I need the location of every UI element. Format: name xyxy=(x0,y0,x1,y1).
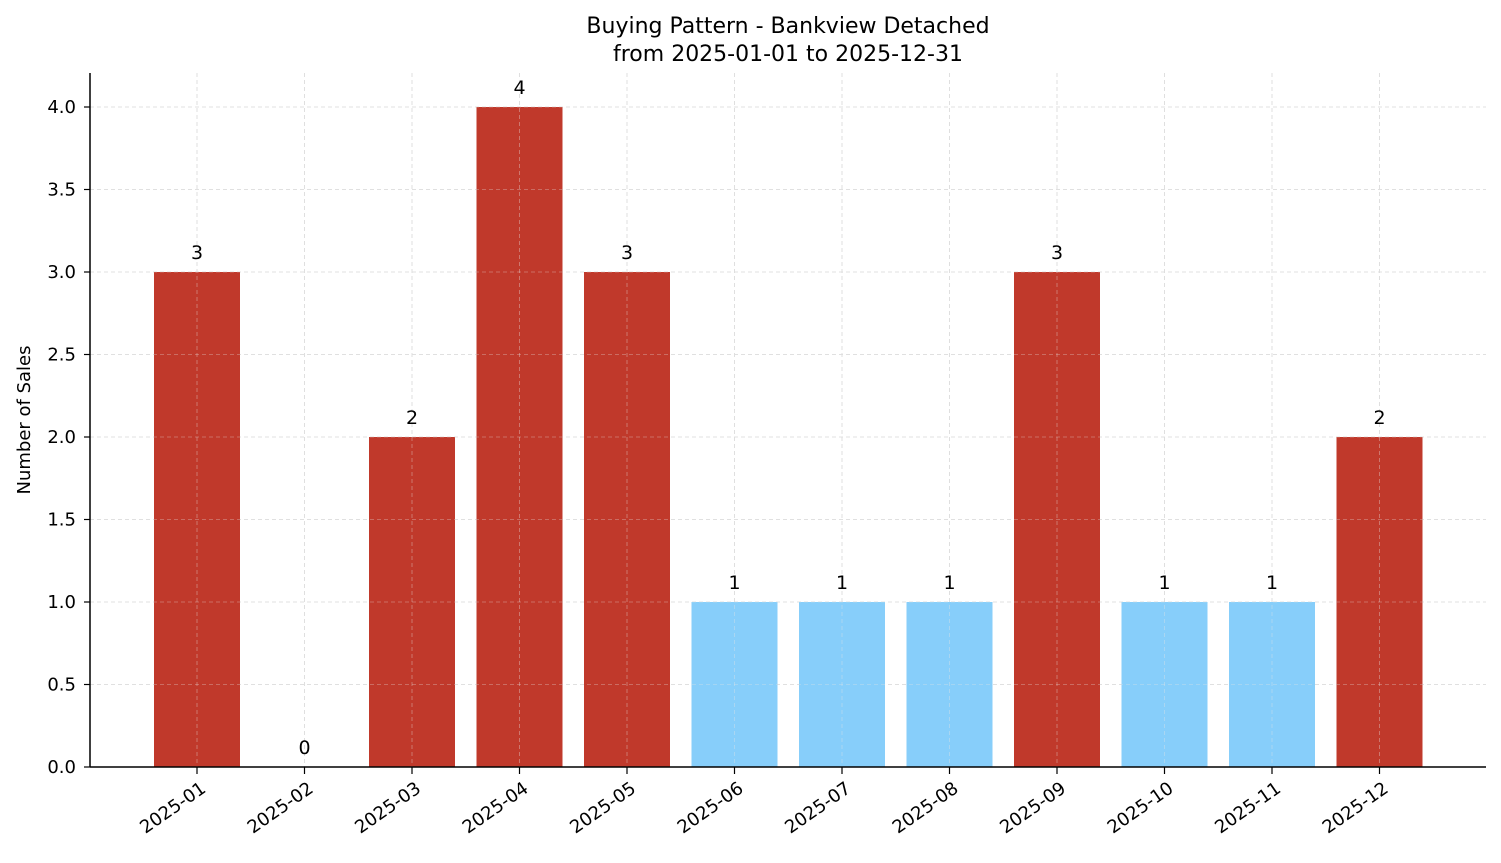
bar-value-label: 1 xyxy=(728,572,740,594)
bar-value-label: 2 xyxy=(406,407,418,429)
x-tick-label: 2025-11 xyxy=(1211,778,1285,838)
bar-value-label: 1 xyxy=(943,572,955,594)
y-tick-label: 3.0 xyxy=(47,262,76,283)
x-tick-label: 2025-12 xyxy=(1319,778,1393,838)
x-tick-label: 2025-08 xyxy=(889,778,963,838)
x-tick-label: 2025-05 xyxy=(566,778,640,838)
y-axis-ticks: 0.0 0.5 1.0 1.5 2.0 2.5 3.0 3.5 4.0 xyxy=(47,97,90,778)
y-tick-label: 3.5 xyxy=(47,180,76,201)
y-tick-label: 2.5 xyxy=(47,345,76,366)
y-tick-label: 1.5 xyxy=(47,510,76,531)
x-tick-label: 2025-02 xyxy=(244,778,318,838)
bar-value-label: 1 xyxy=(836,572,848,594)
x-tick-label: 2025-06 xyxy=(674,778,748,838)
x-tick-label: 2025-07 xyxy=(781,778,855,838)
x-tick-label: 2025-03 xyxy=(351,778,425,838)
x-axis-ticks: 2025-01 2025-02 2025-03 2025-04 2025-05 2025-… xyxy=(136,767,1392,838)
bar-value-label: 1 xyxy=(1158,572,1170,594)
y-tick-label: 4.0 xyxy=(47,97,76,118)
bar-value-label: 1 xyxy=(1266,572,1278,594)
y-tick-label: 0.0 xyxy=(47,757,76,778)
bar-value-label: 4 xyxy=(513,77,525,99)
chart-subtitle: from 2025-01-01 to 2025-12-31 xyxy=(613,42,963,67)
x-tick-label: 2025-04 xyxy=(459,778,533,838)
bar-value-label: 3 xyxy=(191,242,203,264)
x-tick-label: 2025-10 xyxy=(1104,778,1178,838)
bar-value-label: 3 xyxy=(621,242,633,264)
x-tick-label: 2025-09 xyxy=(996,778,1070,838)
bar-value-label: 3 xyxy=(1051,242,1063,264)
y-tick-label: 2.0 xyxy=(47,427,76,448)
x-tick-label: 2025-01 xyxy=(136,778,210,838)
bar-value-label: 2 xyxy=(1373,407,1385,429)
chart-title: Buying Pattern - Bankview Detached xyxy=(586,14,989,39)
y-axis-label: Number of Sales xyxy=(14,345,35,494)
bar-value-label: 0 xyxy=(298,737,310,759)
y-tick-label: 0.5 xyxy=(47,675,76,696)
grid-overlay xyxy=(90,73,1486,767)
y-tick-label: 1.0 xyxy=(47,592,76,613)
bar-value-labels: 3 0 2 4 3 1 1 1 3 1 1 2 xyxy=(191,77,1386,759)
